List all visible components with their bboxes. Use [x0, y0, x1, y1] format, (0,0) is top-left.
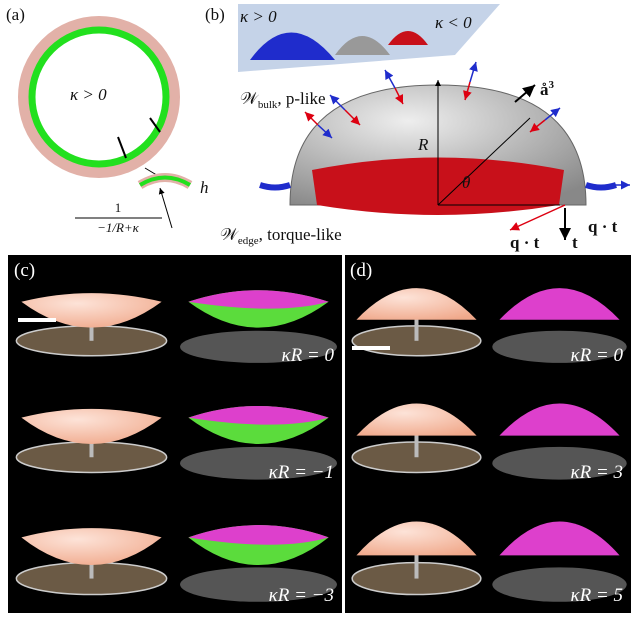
- post: [414, 419, 419, 458]
- shell-render: [499, 521, 620, 556]
- post: [414, 539, 419, 579]
- inset-dome: [388, 31, 428, 45]
- inset-label: κ > 0: [240, 7, 277, 26]
- render-stage: [180, 567, 337, 602]
- shell-render-inner: [188, 525, 329, 545]
- force-label: q · t: [588, 217, 618, 236]
- shell-render-inner: [188, 290, 329, 309]
- arrow: [469, 61, 478, 83]
- arrow: [544, 107, 561, 121]
- panel-label: (c): [14, 260, 35, 281]
- render-stage: [180, 330, 337, 363]
- shell-photo: [356, 288, 477, 320]
- arrow: [529, 119, 546, 133]
- arrow: [344, 109, 361, 126]
- normal-label: å3: [540, 79, 555, 99]
- shell-photo: [356, 403, 477, 436]
- angle-label: θ: [462, 173, 470, 192]
- inset-dome: [250, 32, 335, 60]
- thickness-label: h: [200, 178, 209, 197]
- kappa-label: κR = 0: [570, 345, 623, 366]
- panel-label: (d): [350, 260, 372, 281]
- segment: [138, 175, 192, 187]
- edge-label: 𝒲edge, torque-like: [220, 225, 342, 247]
- arrow: [158, 187, 173, 229]
- arrow: [394, 87, 404, 105]
- bulk-label: 𝒲bulk, p-like: [240, 89, 326, 111]
- inset-label: κ < 0: [435, 13, 472, 32]
- kappa-label: κR = 3: [570, 462, 623, 483]
- arrow: [317, 124, 333, 139]
- shell-photo: [356, 521, 477, 556]
- arrow: [329, 94, 346, 111]
- shell-render: [499, 288, 620, 320]
- flap: [259, 182, 291, 191]
- arrow: [509, 204, 566, 231]
- render-stage: [492, 567, 627, 602]
- kappa-label: κR = −1: [269, 462, 334, 483]
- rows: κR = 0 κR = −1 κR = −3 κR = 0 κR = 3 κR = 5: [15, 288, 627, 606]
- force-label: q · t: [510, 233, 540, 252]
- post: [414, 304, 419, 341]
- tangent-label: t: [572, 233, 578, 252]
- arrow: [463, 81, 472, 101]
- render-stage: [492, 446, 627, 480]
- shell-outer: [18, 16, 180, 178]
- shell-render-inner: [188, 405, 329, 425]
- curvature-label: κ > 0: [70, 85, 107, 104]
- shell-mid: [28, 26, 170, 168]
- shell-photo: [21, 528, 162, 566]
- fraction-den: −1/R+κ: [97, 220, 140, 235]
- cut: [117, 136, 127, 159]
- arrow: [304, 111, 319, 126]
- scale-bar: [352, 346, 390, 350]
- axis: [437, 117, 531, 206]
- radius-label: R: [417, 135, 429, 154]
- kappa-label: κR = 0: [281, 345, 334, 366]
- kappa-label: κR = 5: [570, 585, 623, 606]
- fraction-num: 1: [115, 200, 122, 215]
- render-stage: [180, 446, 337, 480]
- shell-photo: [21, 408, 162, 444]
- panel-label: (a): [6, 5, 25, 24]
- kappa-label: κR = −3: [269, 585, 334, 606]
- shell-render: [499, 403, 620, 436]
- scale-bar: [18, 318, 56, 322]
- normal-arrow: [514, 84, 536, 103]
- inset-dome: [335, 36, 390, 55]
- shell-photo: [21, 293, 162, 328]
- arrow: [384, 69, 396, 89]
- panel-label: (b): [205, 5, 225, 24]
- cut: [149, 117, 161, 133]
- render-stage: [492, 330, 627, 363]
